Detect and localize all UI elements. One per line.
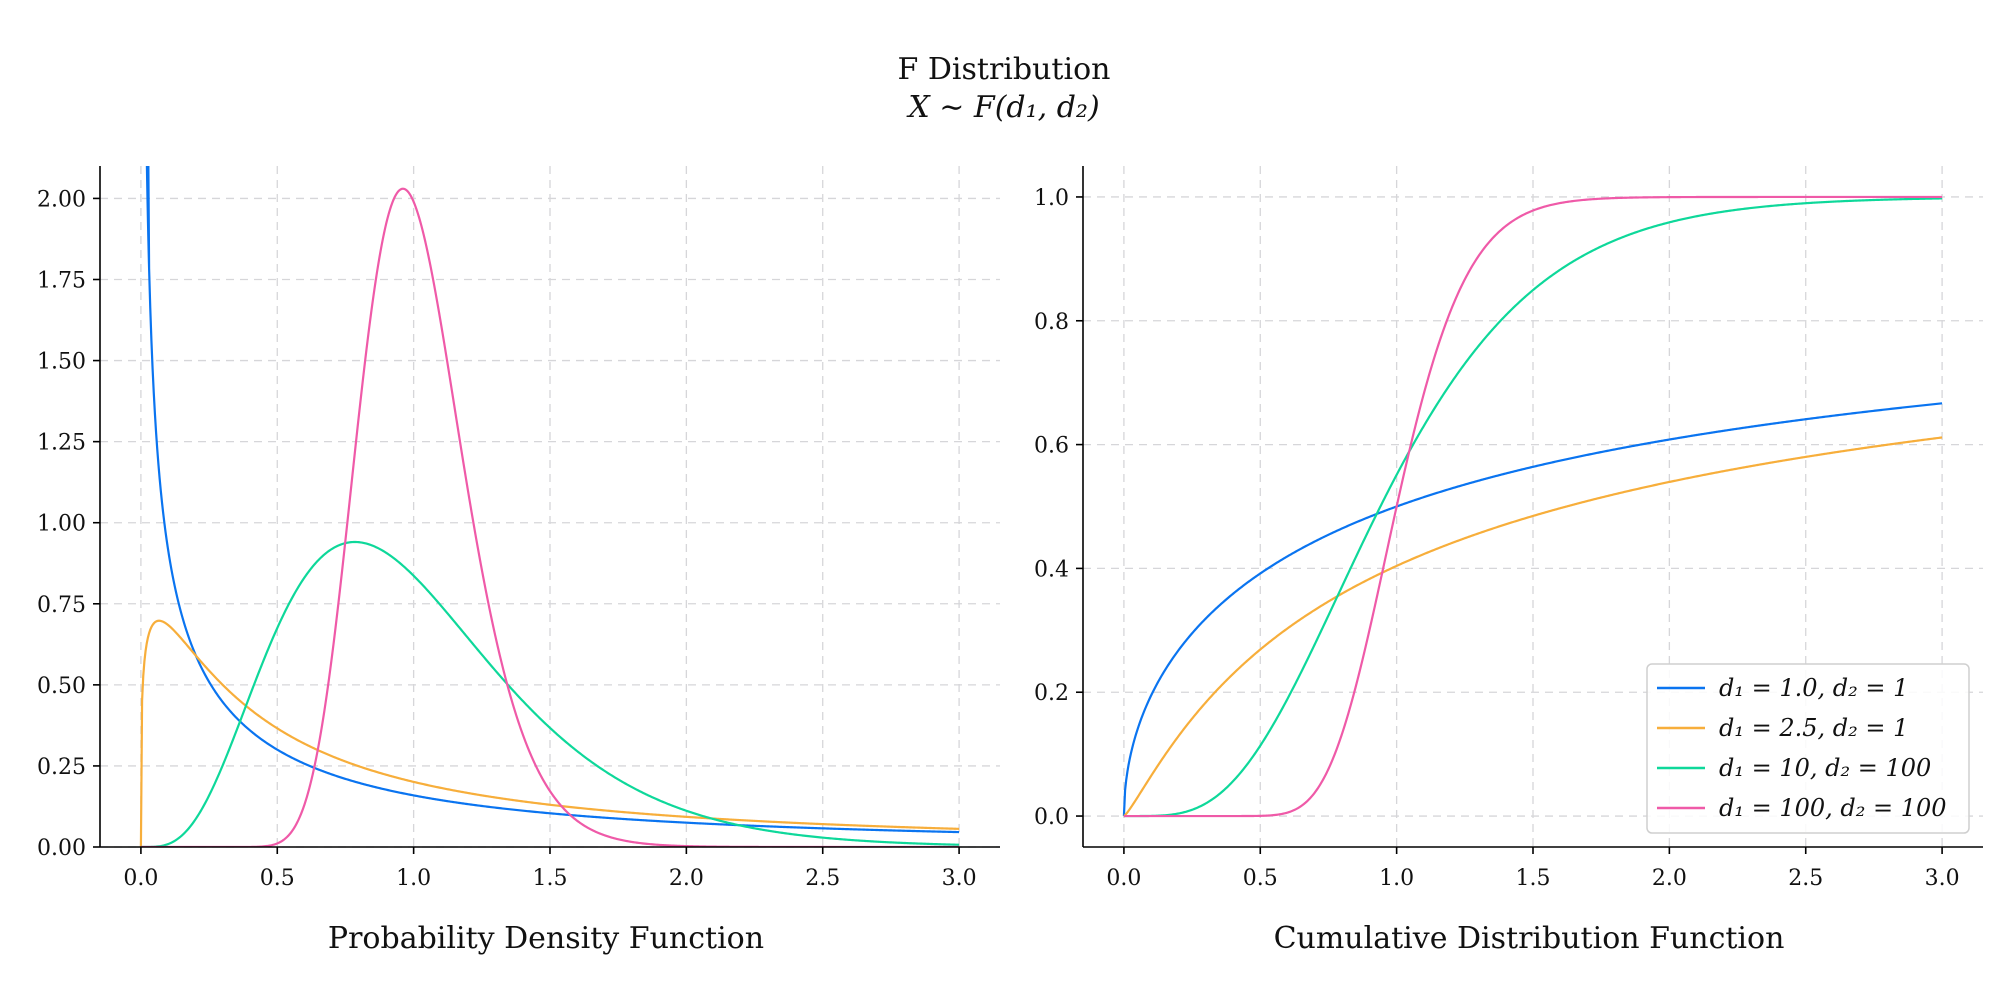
pdf-y-tick-label: 2.00 (37, 187, 86, 212)
pdf-x-tick-label: 0.5 (260, 866, 295, 891)
cdf-y-tick-label: 0.4 (1034, 557, 1069, 582)
pdf-y-tick-label: 0.00 (37, 836, 86, 861)
pdf-x-tick-label: 2.0 (669, 866, 704, 891)
pdf-x-tick-label: 1.0 (396, 866, 431, 891)
pdf-series-line-2 (139, 619, 960, 847)
cdf-x-tick-label: 2.5 (1788, 866, 1823, 891)
pdf-y-tick-label: 1.75 (37, 269, 86, 294)
pdf-x-tick-label: 1.5 (533, 866, 568, 891)
pdf-xlabel: Probability Density Function (328, 921, 764, 956)
figure-title: F Distribution (898, 52, 1111, 87)
cdf-series-line-4 (1123, 195, 1943, 818)
cdf-y-tick-label: 0.8 (1034, 310, 1069, 335)
cdf-x-tick-label: 2.0 (1652, 866, 1687, 891)
cdf-panel: 0.0 0.5 1.0 1.5 2.0 2.5 3.00.00.20.40.60.81.0 … (1034, 166, 1983, 956)
cdf-series-line-3 (1123, 197, 1943, 818)
pdf-panel: 0.0 0.5 1.0 1.5 2.0 2.5 3.0 0.00 0.25 0.50 0.75 1.0… (37, 166, 1000, 956)
pdf-y-tick-label: 1.25 (37, 431, 86, 456)
pdf-series-line-1 (145, 166, 960, 834)
pdf-x-tick-label: 3.0 (942, 866, 977, 891)
cdf-x-tick-label: 1.5 (1516, 866, 1551, 891)
pdf-y-tick-label: 0.50 (37, 674, 86, 699)
cdf-y-tick-label: 0.0 (1034, 805, 1069, 830)
pdf-y-tick-label: 0.75 (37, 593, 86, 618)
pdf-y-tick-label: 0.25 (37, 755, 86, 780)
cdf-x-tick-label: 3.0 (1925, 866, 1960, 891)
cdf-x-tick-label: 0.5 (1243, 866, 1278, 891)
cdf-xlabel: Cumulative Distribution Function (1274, 921, 1785, 956)
legend-label-4: d₁ = 100, d₂ = 100 (1719, 794, 1947, 822)
cdf-y-tick-label: 1.0 (1034, 186, 1069, 211)
cdf-y-tick-label: 0.2 (1034, 681, 1069, 706)
figure-subtitle: X ∼ F(d₁, d₂) (906, 90, 1099, 125)
pdf-x-tick-label: 2.5 (805, 866, 840, 891)
legend: d₁ = 1.0, d₂ = 1 d₁ = 2.5, d₂ = 1 d₁ = 10,… (1646, 663, 1970, 834)
cdf-ticks: 0.0 0.5 1.0 1.5 2.0 2.5 3.0 0.0 0.2 0.4 0.6 0.8 1.0 (1034, 186, 1960, 891)
pdf-x-tick-label: 0.0 (123, 866, 158, 891)
pdf-ticks: 0.0 0.5 1.0 1.5 2.0 2.5 3.0 0.00 0.25 0.50 0.75 1.0… (37, 187, 977, 891)
cdf-x-tick-label: 1.0 (1379, 866, 1414, 891)
cdf-y-tick-label: 0.6 (1034, 434, 1069, 459)
pdf-y-tick-label: 1.50 (37, 350, 86, 375)
cdf-series-line-2 (1123, 436, 1943, 817)
legend-label-1: d₁ = 1.0, d₂ = 1 (1719, 674, 1908, 702)
legend-label-3: d₁ = 10, d₂ = 100 (1719, 754, 1931, 782)
legend-frame (1646, 663, 1970, 834)
cdf-series-line-1 (1122, 402, 1943, 817)
cdf-curves (1122, 195, 1943, 818)
legend-label-2: d₁ = 2.5, d₂ = 1 (1719, 714, 1908, 742)
pdf-y-tick-label: 1.00 (37, 512, 86, 537)
pdf-grid (100, 166, 1000, 848)
cdf-x-tick-label: 0.0 (1106, 866, 1141, 891)
pdf-series-line-3 (140, 540, 960, 847)
